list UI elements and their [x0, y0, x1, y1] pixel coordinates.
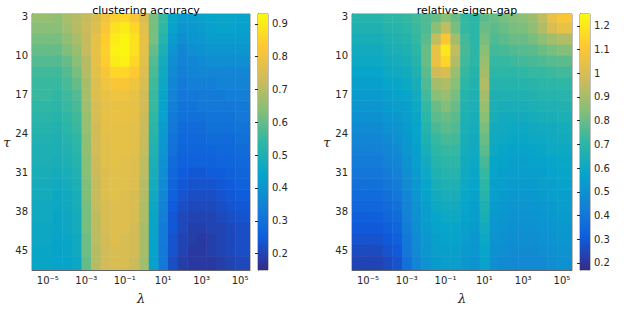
- svg-text:0.9: 0.9: [594, 91, 610, 102]
- svg-text:0.6: 0.6: [272, 117, 288, 128]
- svg-text:45: 45: [15, 245, 28, 256]
- svg-text:0.8: 0.8: [272, 51, 288, 62]
- svg-text:10¹: 10¹: [476, 275, 493, 286]
- svg-text:λ: λ: [457, 291, 466, 306]
- svg-text:31: 31: [15, 167, 28, 178]
- svg-text:38: 38: [15, 206, 28, 217]
- svg-text:10⁻³: 10⁻³: [396, 275, 418, 286]
- svg-text:1.2: 1.2: [594, 20, 610, 31]
- svg-text:0.6: 0.6: [594, 163, 610, 174]
- svg-text:17: 17: [15, 89, 28, 100]
- svg-text:1.1: 1.1: [594, 44, 610, 55]
- svg-text:0.7: 0.7: [594, 139, 610, 150]
- svg-text:0.2: 0.2: [272, 248, 288, 259]
- svg-text:10¹: 10¹: [155, 275, 172, 286]
- svg-text:45: 45: [335, 245, 348, 256]
- svg-text:24: 24: [15, 128, 28, 139]
- svg-text:10: 10: [15, 50, 28, 61]
- svg-text:τ: τ: [323, 135, 331, 150]
- svg-text:3: 3: [342, 11, 348, 22]
- svg-text:relative-eigen-gap: relative-eigen-gap: [417, 4, 518, 17]
- svg-text:0.5: 0.5: [272, 150, 288, 161]
- svg-text:clustering accuracy: clustering accuracy: [92, 4, 200, 17]
- svg-text:1: 1: [594, 68, 600, 79]
- svg-text:10⁵: 10⁵: [554, 275, 571, 286]
- svg-text:24: 24: [335, 128, 348, 139]
- svg-text:0.4: 0.4: [594, 210, 610, 221]
- svg-text:10³: 10³: [515, 275, 532, 286]
- svg-text:10⁻⁵: 10⁻⁵: [37, 275, 59, 286]
- svg-text:10⁻¹: 10⁻¹: [114, 275, 136, 286]
- svg-text:17: 17: [335, 89, 348, 100]
- svg-text:10: 10: [335, 50, 348, 61]
- svg-text:10⁵: 10⁵: [232, 275, 249, 286]
- svg-text:λ: λ: [136, 291, 145, 306]
- svg-text:38: 38: [335, 206, 348, 217]
- svg-text:0.4: 0.4: [272, 182, 288, 193]
- svg-text:0.8: 0.8: [594, 115, 610, 126]
- svg-text:0.5: 0.5: [594, 186, 610, 197]
- svg-text:τ: τ: [3, 135, 11, 150]
- svg-text:10³: 10³: [193, 275, 210, 286]
- svg-text:0.2: 0.2: [594, 257, 610, 268]
- svg-text:10⁻¹: 10⁻¹: [435, 275, 457, 286]
- svg-text:0.9: 0.9: [272, 18, 288, 29]
- svg-text:3: 3: [22, 11, 28, 22]
- svg-text:0.7: 0.7: [272, 84, 288, 95]
- svg-text:0.3: 0.3: [594, 234, 610, 245]
- svg-text:31: 31: [335, 167, 348, 178]
- svg-text:0.3: 0.3: [272, 215, 288, 226]
- svg-text:10⁻⁵: 10⁻⁵: [357, 275, 379, 286]
- svg-text:10⁻³: 10⁻³: [75, 275, 97, 286]
